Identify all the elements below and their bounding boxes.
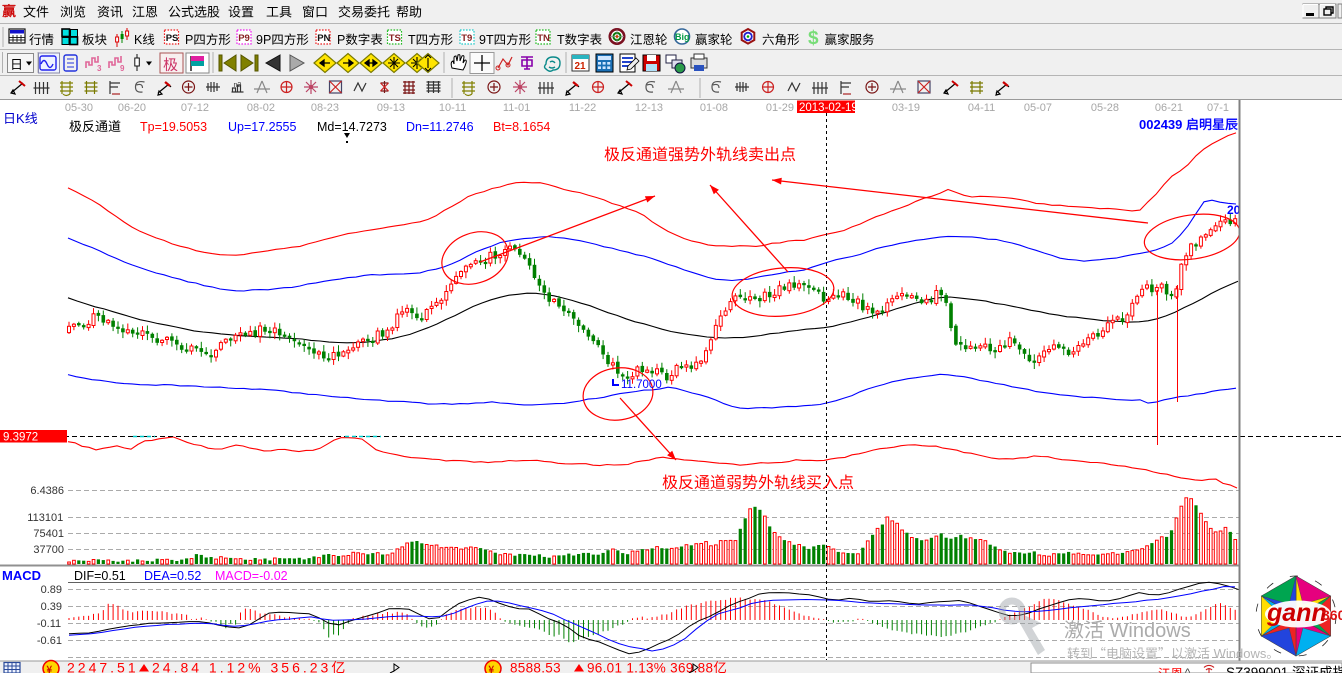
svg-text:K: K xyxy=(16,111,25,126)
svg-text:05-30: 05-30 xyxy=(65,102,93,114)
svg-text:P: P xyxy=(185,33,193,47)
svg-text:21: 21 xyxy=(575,61,587,72)
svg-text:T9: T9 xyxy=(461,33,472,44)
svg-text:DEA=0.52: DEA=0.52 xyxy=(144,569,201,583)
svg-text:002439: 002439 xyxy=(1139,117,1186,132)
svg-text:T: T xyxy=(557,33,565,47)
svg-text:MACD: MACD xyxy=(2,568,41,583)
svg-text:75401: 75401 xyxy=(33,528,64,540)
svg-text:04-11: 04-11 xyxy=(968,102,995,114)
svg-text:^: ^ xyxy=(1185,667,1191,673)
svg-text:20: 20 xyxy=(1227,203,1241,217)
svg-text:0.89: 0.89 xyxy=(41,584,62,596)
svg-text:0.39: 0.39 xyxy=(41,601,62,613)
svg-text:Big: Big xyxy=(675,32,690,42)
svg-text:SZ399001: SZ399001 xyxy=(1226,665,1292,673)
svg-text:113101: 113101 xyxy=(27,512,63,524)
svg-text:09-13: 09-13 xyxy=(377,102,405,114)
svg-text:24.84 1.12% 356.23: 24.84 1.12% 356.23 xyxy=(152,660,331,673)
svg-text:2013-02-19: 2013-02-19 xyxy=(799,102,858,114)
svg-text:08-23: 08-23 xyxy=(311,102,339,114)
svg-text:-0.61: -0.61 xyxy=(37,635,62,647)
svg-text:$: $ xyxy=(808,28,819,49)
svg-text:TN: TN xyxy=(537,33,550,44)
svg-text:07-12: 07-12 xyxy=(181,102,209,114)
svg-text:P: P xyxy=(337,33,345,47)
svg-text:Tp=19.5053: Tp=19.5053 xyxy=(140,120,207,134)
svg-text:03-19: 03-19 xyxy=(892,102,920,114)
svg-text:9: 9 xyxy=(120,64,125,73)
svg-text:37700: 37700 xyxy=(33,544,64,556)
svg-text:3: 3 xyxy=(97,64,102,73)
svg-text:Bt=8.1654: Bt=8.1654 xyxy=(493,120,550,134)
svg-text:11-01: 11-01 xyxy=(503,102,530,114)
svg-text:gann: gann xyxy=(1266,599,1327,627)
svg-text:01-08: 01-08 xyxy=(700,102,728,114)
svg-text:07-1: 07-1 xyxy=(1207,102,1229,114)
svg-text:K: K xyxy=(134,33,143,47)
svg-text:Windows: Windows xyxy=(1210,646,1267,661)
svg-text:06-21: 06-21 xyxy=(1155,102,1183,114)
svg-text:6.4386: 6.4386 xyxy=(30,485,64,497)
svg-text:Md=14.7273: Md=14.7273 xyxy=(317,120,387,134)
svg-text:11.7000: 11.7000 xyxy=(621,379,662,391)
svg-text:-0.11: -0.11 xyxy=(37,618,61,630)
svg-text:9P: 9P xyxy=(256,33,271,47)
svg-text:PS: PS xyxy=(166,33,179,44)
svg-text:9T: 9T xyxy=(479,33,494,47)
svg-text:Up=17.2555: Up=17.2555 xyxy=(228,120,297,134)
svg-text:TS: TS xyxy=(389,33,401,44)
svg-text:06-20: 06-20 xyxy=(118,102,146,114)
svg-text:11-22: 11-22 xyxy=(569,102,596,114)
svg-text:05-28: 05-28 xyxy=(1091,102,1119,114)
svg-text:08-02: 08-02 xyxy=(247,102,275,114)
svg-text:01-29: 01-29 xyxy=(766,102,794,114)
svg-text:360: 360 xyxy=(1322,607,1342,623)
svg-text:DIF=0.51: DIF=0.51 xyxy=(74,569,126,583)
svg-text:P9: P9 xyxy=(238,33,250,44)
svg-text:12-13: 12-13 xyxy=(635,102,663,114)
svg-text:PN: PN xyxy=(317,33,330,44)
svg-text:MACD=-0.02: MACD=-0.02 xyxy=(215,569,288,583)
svg-text:05-07: 05-07 xyxy=(1024,102,1052,114)
svg-text:10-11: 10-11 xyxy=(439,102,466,114)
svg-text:n2: n2 xyxy=(234,82,242,89)
svg-text:Dn=11.2746: Dn=11.2746 xyxy=(406,120,474,134)
svg-text:T: T xyxy=(408,33,416,47)
svg-text:9.3972: 9.3972 xyxy=(3,432,38,444)
svg-text:8588.53: 8588.53 xyxy=(510,661,565,673)
svg-text:96.01 1.13% 369.88: 96.01 1.13% 369.88 xyxy=(587,661,713,673)
svg-text:2247.51: 2247.51 xyxy=(67,660,146,673)
svg-text:Windows: Windows xyxy=(1104,620,1191,642)
